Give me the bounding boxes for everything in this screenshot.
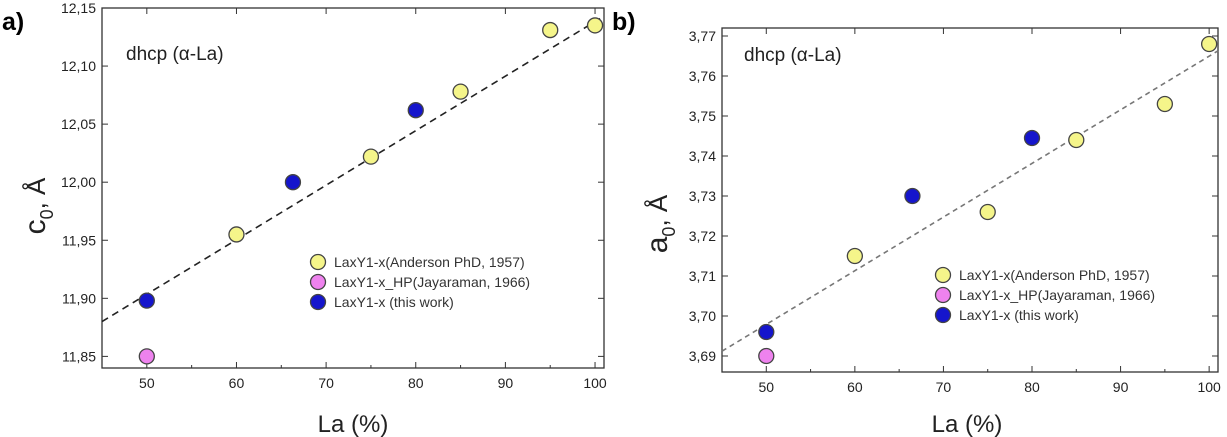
data-point xyxy=(284,174,302,191)
panel-label: a) xyxy=(2,8,24,36)
data-point xyxy=(586,17,604,34)
data-point xyxy=(1023,129,1041,147)
linear-fit-line xyxy=(101,15,605,323)
y-tick-label: 3,72 xyxy=(689,228,716,244)
x-tick-label: 50 xyxy=(139,375,155,391)
legend-label: LaxY1-x (this work) xyxy=(959,307,1079,323)
x-tick-label: 60 xyxy=(229,375,245,391)
legend-marker xyxy=(934,266,952,284)
data-point xyxy=(452,83,469,100)
legend-label: LaxY1-x(Anderson PhD, 1957) xyxy=(959,267,1150,283)
legend-marker xyxy=(309,293,327,311)
legend-marker xyxy=(934,286,952,304)
x-tick-label: 100 xyxy=(1197,379,1221,395)
data-point xyxy=(758,347,775,365)
x-tick-label: 70 xyxy=(318,375,334,391)
y-axis-title: a0, Å xyxy=(641,194,679,253)
data-point xyxy=(542,21,559,39)
x-tick-label: 90 xyxy=(498,375,514,391)
y-tick-label: 3,74 xyxy=(689,148,716,164)
data-point xyxy=(407,102,424,119)
y-axis-title-subscript: 0 xyxy=(37,209,57,219)
y-tick-label: 3,70 xyxy=(689,308,716,324)
y-axis-title-unit: , Å xyxy=(643,194,673,226)
y-axis-title-unit: , Å xyxy=(21,177,51,209)
data-point xyxy=(138,292,155,309)
x-axis-title: La (%) xyxy=(318,411,389,437)
y-tick-label: 3,69 xyxy=(689,348,716,364)
plot-frame xyxy=(721,27,1219,373)
y-tick-label: 11,95 xyxy=(62,232,96,248)
y-tick-label: 3,77 xyxy=(689,28,716,44)
data-point xyxy=(846,247,864,265)
y-axis-title-symbol: a xyxy=(641,236,674,253)
y-tick-label: 3,71 xyxy=(689,268,716,284)
y-tick-label: 12,10 xyxy=(61,58,96,74)
x-tick-label: 100 xyxy=(583,375,607,391)
legend-label: LaxY1-x_HP(Jayaraman, 1966) xyxy=(334,274,530,290)
legend-marker xyxy=(934,306,952,324)
data-point xyxy=(904,187,921,205)
x-tick-label: 90 xyxy=(1113,379,1129,395)
phase-annotation: dhcp (α-La) xyxy=(126,44,224,65)
legend-marker xyxy=(309,253,327,271)
data-point xyxy=(1156,95,1174,113)
x-tick-label: 70 xyxy=(936,379,952,395)
y-tick-label: 11,85 xyxy=(62,348,96,364)
data-point xyxy=(1200,35,1218,53)
y-tick-label: 12,05 xyxy=(61,116,96,132)
y-axis-title: c0, Å xyxy=(19,177,57,234)
data-point xyxy=(228,226,245,243)
y-axis-title-subscript: 0 xyxy=(659,227,679,237)
legend-marker xyxy=(309,273,327,291)
data-point xyxy=(979,203,996,221)
legend-label: LaxY1-x (this work) xyxy=(334,294,454,310)
y-tick-label: 12,15 xyxy=(61,0,96,16)
y-tick-label: 11,90 xyxy=(62,290,96,306)
y-tick-label: 3,75 xyxy=(689,108,716,124)
x-tick-label: 80 xyxy=(408,375,424,391)
panel-label: b) xyxy=(612,8,636,36)
y-tick-label: 3,73 xyxy=(689,188,716,204)
legend: LaxY1-x(Anderson PhD, 1957) LaxY1-x_HP(Ja… xyxy=(309,253,530,311)
legend: LaxY1-x(Anderson PhD, 1957) LaxY1-x_HP(Ja… xyxy=(934,266,1155,324)
y-axis-title-symbol: c xyxy=(19,219,52,234)
y-tick-label: 3,76 xyxy=(689,68,716,84)
plot-frame xyxy=(101,7,605,369)
data-point xyxy=(1068,131,1085,149)
x-tick-label: 80 xyxy=(1024,379,1040,395)
x-tick-label: 60 xyxy=(847,379,863,395)
data-point xyxy=(758,323,775,341)
chart-panel-a: a) dhcp (α-La) 50 60 70 80 90 100 11,85 11,90 11,9… xyxy=(2,0,607,437)
chart-panel-b: b) dhcp (α-La) 50 60 70 80 90 100 3,69 3,70 3,71 3,… xyxy=(612,8,1221,437)
data-point xyxy=(362,148,380,165)
x-tick-label: 50 xyxy=(758,379,774,395)
data-point xyxy=(138,348,155,365)
legend-label: LaxY1-x(Anderson PhD, 1957) xyxy=(334,254,525,270)
legend-label: LaxY1-x_HP(Jayaraman, 1966) xyxy=(959,287,1155,303)
linear-fit-line xyxy=(721,50,1219,352)
x-axis-title: La (%) xyxy=(932,411,1003,437)
y-tick-label: 12,00 xyxy=(61,174,96,190)
phase-annotation: dhcp (α-La) xyxy=(744,45,842,66)
